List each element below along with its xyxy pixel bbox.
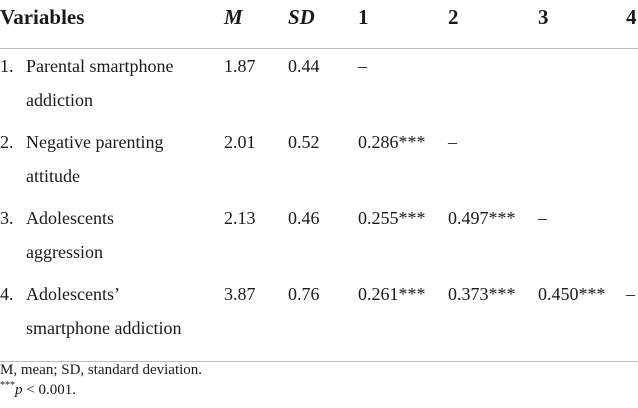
corr-col-1: – <box>358 56 367 76</box>
corr-col-1: 0.286*** <box>358 132 426 152</box>
corr-col-3 <box>538 125 626 201</box>
corr-col-3: – <box>538 208 547 228</box>
sd-value: 0.76 <box>288 277 358 362</box>
variable-cell: 1. Parental smartphone addiction <box>0 49 224 126</box>
corr-col-1: 0.261*** <box>358 277 448 362</box>
significance-threshold: < 0.001. <box>22 382 76 398</box>
corr-col-4 <box>626 201 638 277</box>
corr-col-4 <box>626 49 638 126</box>
corr-col-2: 0.497*** <box>448 208 516 228</box>
mean-value: 1.87 <box>224 56 256 76</box>
variable-label-cont: addiction <box>26 90 93 110</box>
corr-col-3 <box>538 49 626 126</box>
row-number: 2. <box>0 132 14 152</box>
corr-col-4 <box>626 125 638 201</box>
table-header-row: Variables M SD 1 2 3 4 <box>0 0 638 49</box>
sd-value: 0.46 <box>288 208 320 228</box>
variable-cell: 3. Adolescents aggression <box>0 201 224 277</box>
corr-col-1: 0.255*** <box>358 208 426 228</box>
significance-note: ***p < 0.001. <box>0 380 638 400</box>
header-sd: SD <box>288 0 358 49</box>
variable-label: Adolescents <box>26 208 114 228</box>
row-number: 3. <box>0 208 14 228</box>
header-col-2: 2 <box>448 0 538 49</box>
table-footnotes: M, mean; SD, standard deviation. ***p < … <box>0 360 638 400</box>
variable-label-cont: smartphone addiction <box>26 318 182 338</box>
header-variables: Variables <box>0 0 224 49</box>
variable-label: Negative parenting <box>26 132 164 152</box>
mean-value: 2.13 <box>224 208 256 228</box>
header-col-4: 4 <box>626 0 638 49</box>
corr-col-2 <box>448 49 538 126</box>
variable-label-cont: aggression <box>26 242 103 262</box>
correlation-table: Variables M SD 1 2 3 4 1. Parental smart… <box>0 0 638 362</box>
variable-label-cont: attitude <box>26 166 80 186</box>
table-row: 2. Negative parenting attitude 2.01 0.52… <box>0 125 638 201</box>
variable-label: Adolescents’ <box>26 284 120 304</box>
corr-col-2: – <box>448 132 457 152</box>
variable-cell: 4. Adolescents’ smartphone addiction <box>0 277 224 362</box>
sd-value: 0.44 <box>288 56 320 76</box>
corr-col-3: 0.450*** <box>538 277 626 362</box>
table-row: 4. Adolescents’ smartphone addiction 3.8… <box>0 277 638 362</box>
mean-value: 2.01 <box>224 132 256 152</box>
abbreviation-note: M, mean; SD, standard deviation. <box>0 362 203 378</box>
mean-value: 3.87 <box>224 277 288 362</box>
table-row: 3. Adolescents aggression 2.13 0.46 0.25… <box>0 201 638 277</box>
table-row: 1. Parental smartphone addiction 1.87 0.… <box>0 49 638 126</box>
header-mean: M <box>224 0 288 49</box>
variable-label: Parental smartphone <box>26 56 174 76</box>
sd-value: 0.52 <box>288 132 320 152</box>
header-col-3: 3 <box>538 0 626 49</box>
header-col-1: 1 <box>358 0 448 49</box>
variable-cell: 2. Negative parenting attitude <box>0 125 224 201</box>
row-number: 1. <box>0 56 14 76</box>
p-symbol: p <box>15 382 23 398</box>
corr-col-2: 0.373*** <box>448 277 538 362</box>
row-number: 4. <box>0 284 14 304</box>
significance-stars: *** <box>0 380 15 391</box>
corr-col-4: – <box>626 277 638 362</box>
